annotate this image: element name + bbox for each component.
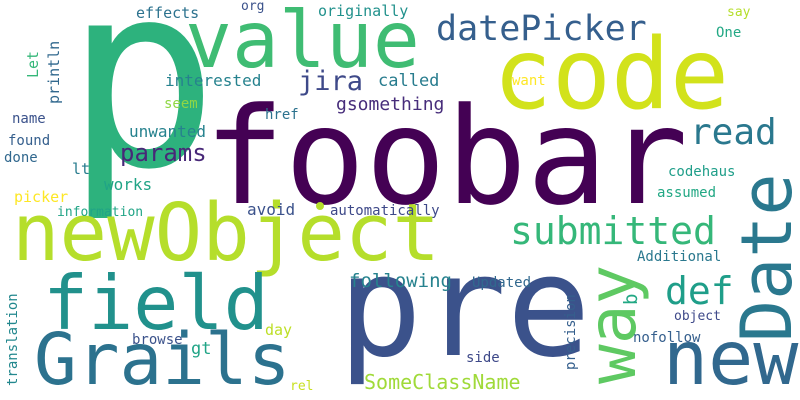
word-browse: browse	[132, 332, 183, 348]
word-p: p	[65, 0, 219, 226]
word-day: day	[265, 321, 293, 339]
word-seem: seem	[164, 96, 198, 112]
word-codehaus: codehaus	[668, 164, 736, 180]
word-foobar: foobar	[204, 79, 689, 235]
word-picker: picker	[14, 188, 69, 206]
word-avoid: avoid	[247, 200, 296, 219]
word-org: org	[241, 0, 265, 14]
word-way: way	[574, 264, 651, 384]
word-precision: precision	[563, 294, 579, 370]
word-object: object	[674, 309, 721, 324]
word-done: done	[4, 150, 38, 166]
word-println: println	[45, 40, 63, 104]
word-rel: rel	[290, 379, 314, 394]
word-works: works	[104, 175, 153, 194]
word-unwanted: unwanted	[129, 122, 207, 141]
word-code: code	[493, 18, 730, 132]
word-side: side	[466, 350, 500, 366]
word-originally: originally	[318, 2, 409, 20]
word-field: field	[43, 259, 269, 347]
word-read: read	[690, 112, 777, 153]
word-nofollow: nofollow	[633, 330, 701, 346]
word-effects: effects	[136, 4, 200, 22]
word-def: def	[665, 269, 734, 313]
word-submitted: submitted	[510, 209, 716, 253]
word-newobject: newObject	[12, 187, 441, 279]
word-grails: Grails	[34, 318, 291, 400]
word-value: value	[185, 0, 420, 86]
word-additional: Additional	[637, 249, 722, 265]
word-name: name	[12, 111, 46, 127]
word-automatically: automatically	[330, 203, 440, 219]
word-called: called	[378, 71, 440, 91]
word-b: b	[620, 293, 642, 305]
word-found: found	[8, 133, 51, 149]
word-one: One	[716, 25, 742, 41]
word-updated: Updated	[472, 275, 532, 291]
word-gsomething: gsomething	[336, 94, 445, 115]
word-href: href	[265, 107, 299, 123]
word-assumed: assumed	[657, 185, 717, 201]
word-translation: translation	[5, 293, 21, 386]
word-datepicker: datePicker	[436, 9, 647, 49]
word-params: params	[120, 139, 207, 167]
word-lt: lt	[72, 160, 91, 178]
dot-marker	[316, 202, 324, 210]
word-following: following	[349, 270, 452, 292]
word-gt: gt	[191, 339, 212, 359]
word-pre: pre	[338, 226, 591, 389]
word-interested: interested	[165, 71, 262, 90]
word-say: say	[727, 5, 751, 20]
word-new: new	[663, 314, 799, 400]
word-want: want	[512, 73, 546, 89]
word-someclassname: SomeClassName	[364, 370, 521, 394]
word-jira: jira	[298, 66, 364, 97]
word-information: information	[57, 205, 144, 220]
word-let: Let	[24, 50, 42, 78]
